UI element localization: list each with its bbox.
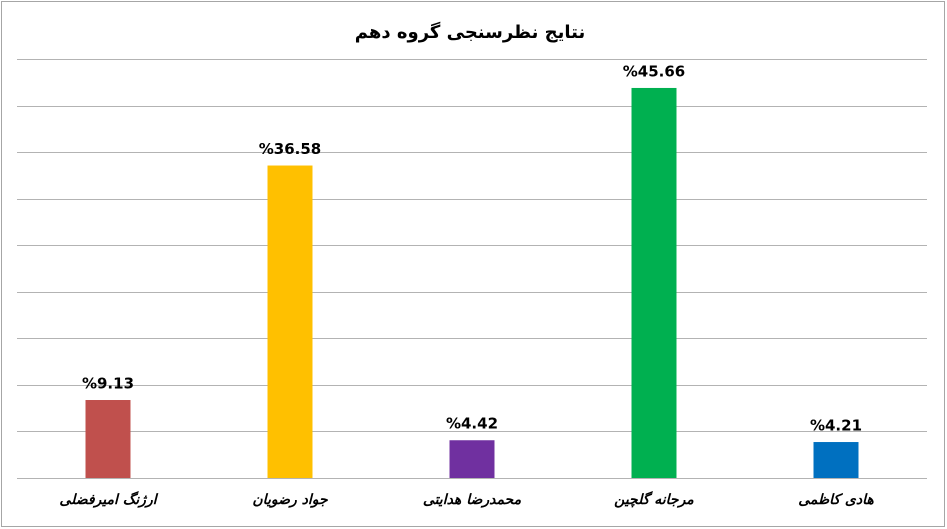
data-label: %9.13: [82, 375, 134, 393]
bar: [813, 442, 859, 478]
bar: [631, 87, 677, 479]
data-label: %4.21: [810, 417, 862, 435]
data-label: %4.42: [446, 415, 498, 433]
x-tick-label: محمدرضا هدایتی: [423, 492, 522, 508]
x-tick-label: مرجانه گلچین: [614, 491, 694, 508]
x-tick-label: ارژنگ امیرفضلی: [59, 491, 158, 508]
x-tick-label: جواد رضویان: [252, 492, 329, 508]
bar: [85, 400, 131, 478]
data-label: %36.58: [259, 140, 321, 158]
x-tick-label: هادی کاظمی: [798, 492, 874, 508]
data-label: %45.66: [623, 62, 685, 80]
bar: [267, 165, 313, 478]
chart-title: نتایج نظرسنجی گروه دهم: [355, 21, 585, 43]
bar: [449, 440, 495, 478]
